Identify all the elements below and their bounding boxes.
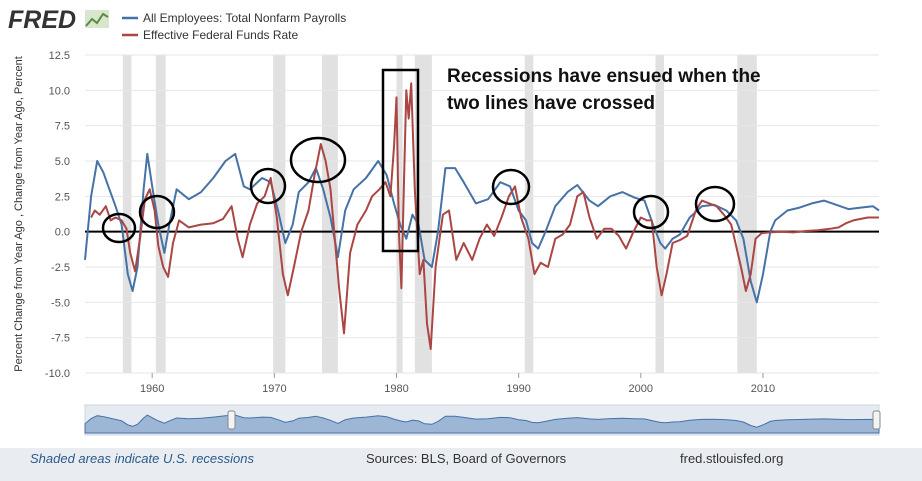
x-tick-label: 1980 bbox=[384, 383, 408, 395]
source-url-link[interactable]: fred.stlouisfed.org bbox=[680, 451, 784, 466]
navigator-series-area bbox=[84, 414, 880, 434]
recession-note: Shaded areas indicate U.S. recessions bbox=[30, 451, 255, 466]
series-lines bbox=[84, 82, 880, 350]
recession-band-8 bbox=[737, 55, 757, 373]
legend-label-payrolls: All Employees: Total Nonfarm Payrolls bbox=[143, 11, 346, 25]
annotation-circle-1957 bbox=[101, 212, 137, 244]
y-axis-ticks: 12.5 10.0 7.5 5.0 2.5 0.0 -2.5 -5.0 -7.5 -10.0 bbox=[45, 50, 70, 380]
x-tick-label: 2010 bbox=[751, 383, 775, 395]
x-tick-label: 1960 bbox=[140, 383, 164, 395]
x-tick-label: 1990 bbox=[506, 383, 530, 395]
y-tick-label: 0.0 bbox=[55, 227, 70, 239]
annotation-circle-1969 bbox=[249, 167, 287, 205]
x-tick-label: 1970 bbox=[262, 383, 286, 395]
recession-band-1 bbox=[155, 55, 166, 373]
gridlines bbox=[85, 54, 879, 374]
annotation-circle-1973 bbox=[289, 136, 347, 184]
fred-wordmark: FRED bbox=[8, 6, 76, 34]
recession-band-7 bbox=[655, 55, 665, 373]
annotation-circle-1989 bbox=[491, 168, 531, 206]
recession-band-6 bbox=[524, 55, 534, 373]
series-line-1 bbox=[90, 82, 879, 350]
legend: All Employees: Total Nonfarm Payrolls Ef… bbox=[122, 11, 346, 42]
annotation-circle-2000 bbox=[632, 194, 670, 230]
annotation-marks bbox=[101, 68, 736, 253]
series-line-0 bbox=[84, 152, 880, 304]
annotation-circle-1960 bbox=[138, 194, 176, 230]
legend-label-fedfunds: Effective Federal Funds Rate bbox=[143, 28, 299, 42]
fred-logo[interactable]: FRED bbox=[8, 6, 109, 34]
annotation-box-1980 bbox=[381, 68, 420, 253]
y-tick-label: 10.0 bbox=[49, 85, 70, 97]
fred-chart: FRED All Employees: Total Nonfarm Payrol… bbox=[8, 6, 881, 436]
y-tick-label: 2.5 bbox=[55, 191, 70, 203]
y-tick-label: 7.5 bbox=[55, 121, 70, 133]
navigator-right-handle[interactable] bbox=[872, 410, 881, 430]
y-tick-label: 5.0 bbox=[55, 156, 70, 168]
navigator-left-handle[interactable] bbox=[227, 410, 236, 430]
range-navigator[interactable] bbox=[84, 404, 881, 436]
footer: Shaded areas indicate U.S. recessions So… bbox=[0, 448, 922, 481]
y-axis-label: Percent Change from Year Ago , Change fr… bbox=[13, 56, 25, 372]
y-tick-label: 12.5 bbox=[49, 50, 70, 62]
annotation-text-line1: Recessions have ensued when the bbox=[447, 66, 761, 87]
x-axis-ticks: 1960 1970 1980 1990 2000 2010 bbox=[140, 373, 775, 395]
y-tick-label: -2.5 bbox=[51, 262, 70, 274]
x-tick-label: 2000 bbox=[629, 383, 653, 395]
y-tick-label: -7.5 bbox=[51, 333, 70, 345]
annotation-circle-2006 bbox=[694, 185, 736, 223]
sources-text: Sources: BLS, Board of Governors bbox=[366, 451, 567, 466]
y-tick-label: -10.0 bbox=[45, 368, 70, 380]
recession-band-0 bbox=[122, 55, 132, 373]
annotation-text-line2: two lines have crossed bbox=[447, 93, 655, 114]
fred-chart-logo-icon bbox=[85, 10, 109, 28]
y-tick-label: -5.0 bbox=[51, 297, 70, 309]
